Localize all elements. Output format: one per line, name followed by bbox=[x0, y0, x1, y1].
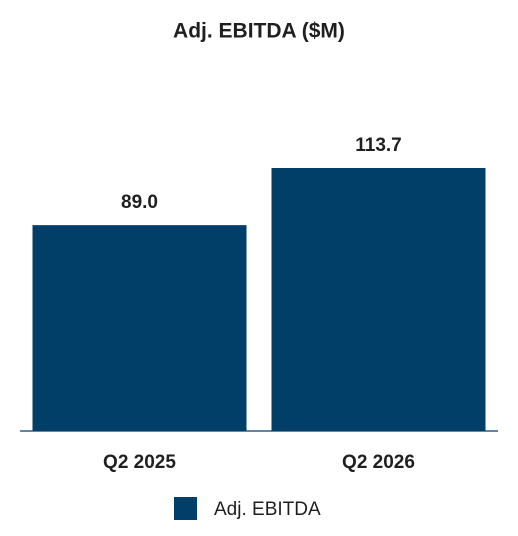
x-tick-label: Q2 2026 bbox=[342, 452, 415, 473]
legend-swatch bbox=[174, 497, 197, 520]
x-tick-label: Q2 2025 bbox=[103, 452, 176, 473]
chart-title: Adj. EBITDA ($M) bbox=[173, 20, 345, 43]
bar bbox=[271, 168, 486, 431]
bar bbox=[32, 225, 247, 431]
data-label: 113.7 bbox=[355, 135, 402, 156]
legend-label: Adj. EBITDA bbox=[214, 499, 321, 520]
data-label: 89.0 bbox=[121, 192, 158, 213]
